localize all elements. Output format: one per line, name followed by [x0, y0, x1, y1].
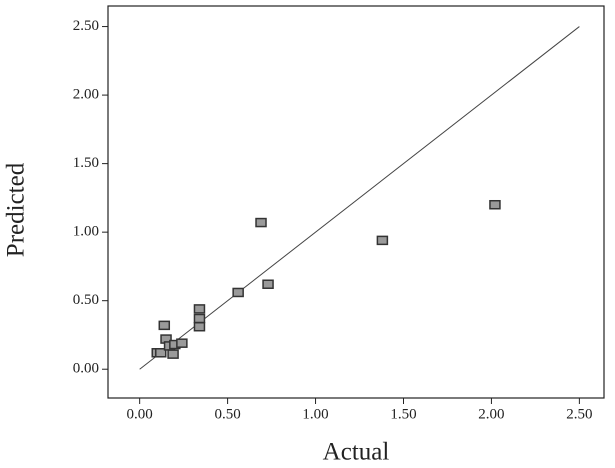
point [262, 279, 274, 289]
y-tick-label: 1.50 [73, 155, 99, 171]
x-tick-label: 1.50 [390, 406, 416, 422]
point [167, 349, 179, 359]
x-tick-label: 1.00 [302, 406, 328, 422]
y-tick-label: 0.50 [73, 292, 99, 308]
x-tick-label: 2.00 [478, 406, 504, 422]
y-tick-label: 1.00 [73, 224, 99, 240]
reference-line [139, 26, 580, 370]
point [158, 320, 171, 331]
point [193, 321, 206, 332]
x-tick-label: 0.50 [214, 406, 240, 422]
point [489, 199, 501, 210]
y-tick-label: 2.50 [73, 18, 99, 34]
point [232, 287, 244, 298]
point [176, 338, 188, 348]
y-tick-label: 2.00 [73, 87, 99, 103]
x-tick-label: 2.50 [566, 406, 592, 422]
x-tick-label: 0.00 [127, 406, 153, 422]
y-tick-label: 0.00 [73, 361, 99, 377]
point [376, 235, 389, 246]
point [155, 348, 167, 358]
point [193, 304, 206, 314]
point [255, 217, 267, 228]
plot-frame [107, 5, 605, 399]
y-axis-title: Predicted [3, 162, 30, 257]
point [193, 313, 206, 324]
x-axis-title: Actual [323, 439, 390, 466]
